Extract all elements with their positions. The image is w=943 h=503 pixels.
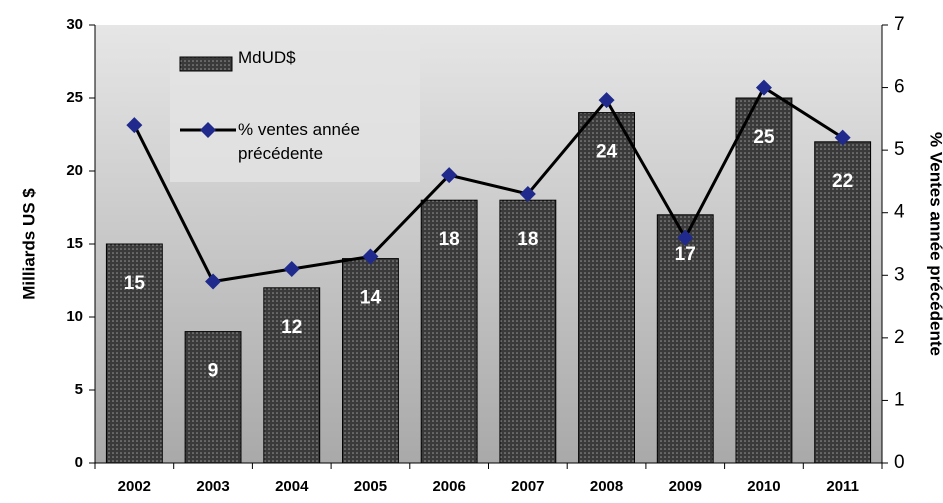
marker [677,229,694,246]
marker [441,167,458,184]
marker [598,92,615,109]
y-tick-label: 10 [66,308,83,325]
marker [755,79,772,96]
legend-marker [200,122,216,138]
x-tick-label: 2003 [196,478,229,495]
y2-tick-label: 0 [894,452,905,473]
bar [263,287,321,464]
bar [184,331,242,464]
y2-tick-label: 7 [894,14,905,35]
marker [283,261,300,278]
y2-tick-label: 1 [894,389,905,410]
marker [362,248,379,265]
x-tick-label: 2006 [432,478,465,495]
x-tick-label: 2005 [354,478,387,495]
bar [735,97,793,464]
y-axis-label: Milliards US $ [19,188,38,300]
y-tick-label: 30 [66,16,83,33]
bar [578,112,635,464]
y2-tick-label: 5 [894,139,905,160]
marker [205,273,222,290]
y2-axis-label: % Ventes année précédente [927,132,943,356]
bar [656,214,714,464]
x-tick-label: 2007 [511,478,544,495]
y2-tick-label: 6 [894,77,905,98]
data-label: 17 [675,244,696,265]
data-label: 25 [753,127,775,148]
x-tick-label: 2004 [275,478,309,495]
bar [342,258,399,464]
data-label: 12 [281,317,302,338]
data-label: 24 [596,142,618,163]
data-label: 15 [124,273,146,294]
y-tick-label: 0 [75,454,83,471]
x-tick-label: 2002 [118,478,151,495]
data-label: 18 [439,229,460,250]
bar [499,199,557,464]
x-tick-label: 2011 [826,478,859,495]
y-tick-label: 20 [66,162,83,179]
bar [420,199,478,464]
y2-tick-label: 3 [894,264,905,285]
bar [814,141,872,464]
legend-bar-label: MdUD$ [238,48,296,67]
y-tick-label: 5 [75,381,83,398]
marker [519,185,536,202]
y-tick-label: 25 [66,89,83,106]
bar [105,243,163,464]
x-tick-label: 2008 [590,478,623,495]
legend-line-label: % ventes année précédente [238,120,360,163]
data-label: 14 [360,288,382,309]
data-label: 18 [517,229,538,250]
data-label: 22 [832,171,853,192]
line [133,85,844,284]
data-label: 9 [208,361,219,382]
x-tick-label: 2009 [669,478,702,495]
legend-bar-swatch [179,56,233,72]
x-tick-label: 2010 [747,478,780,495]
y2-tick-label: 2 [894,327,905,348]
marker [126,117,143,134]
marker [834,129,851,146]
y-tick-label: 15 [66,235,83,252]
y2-tick-label: 4 [894,202,905,223]
